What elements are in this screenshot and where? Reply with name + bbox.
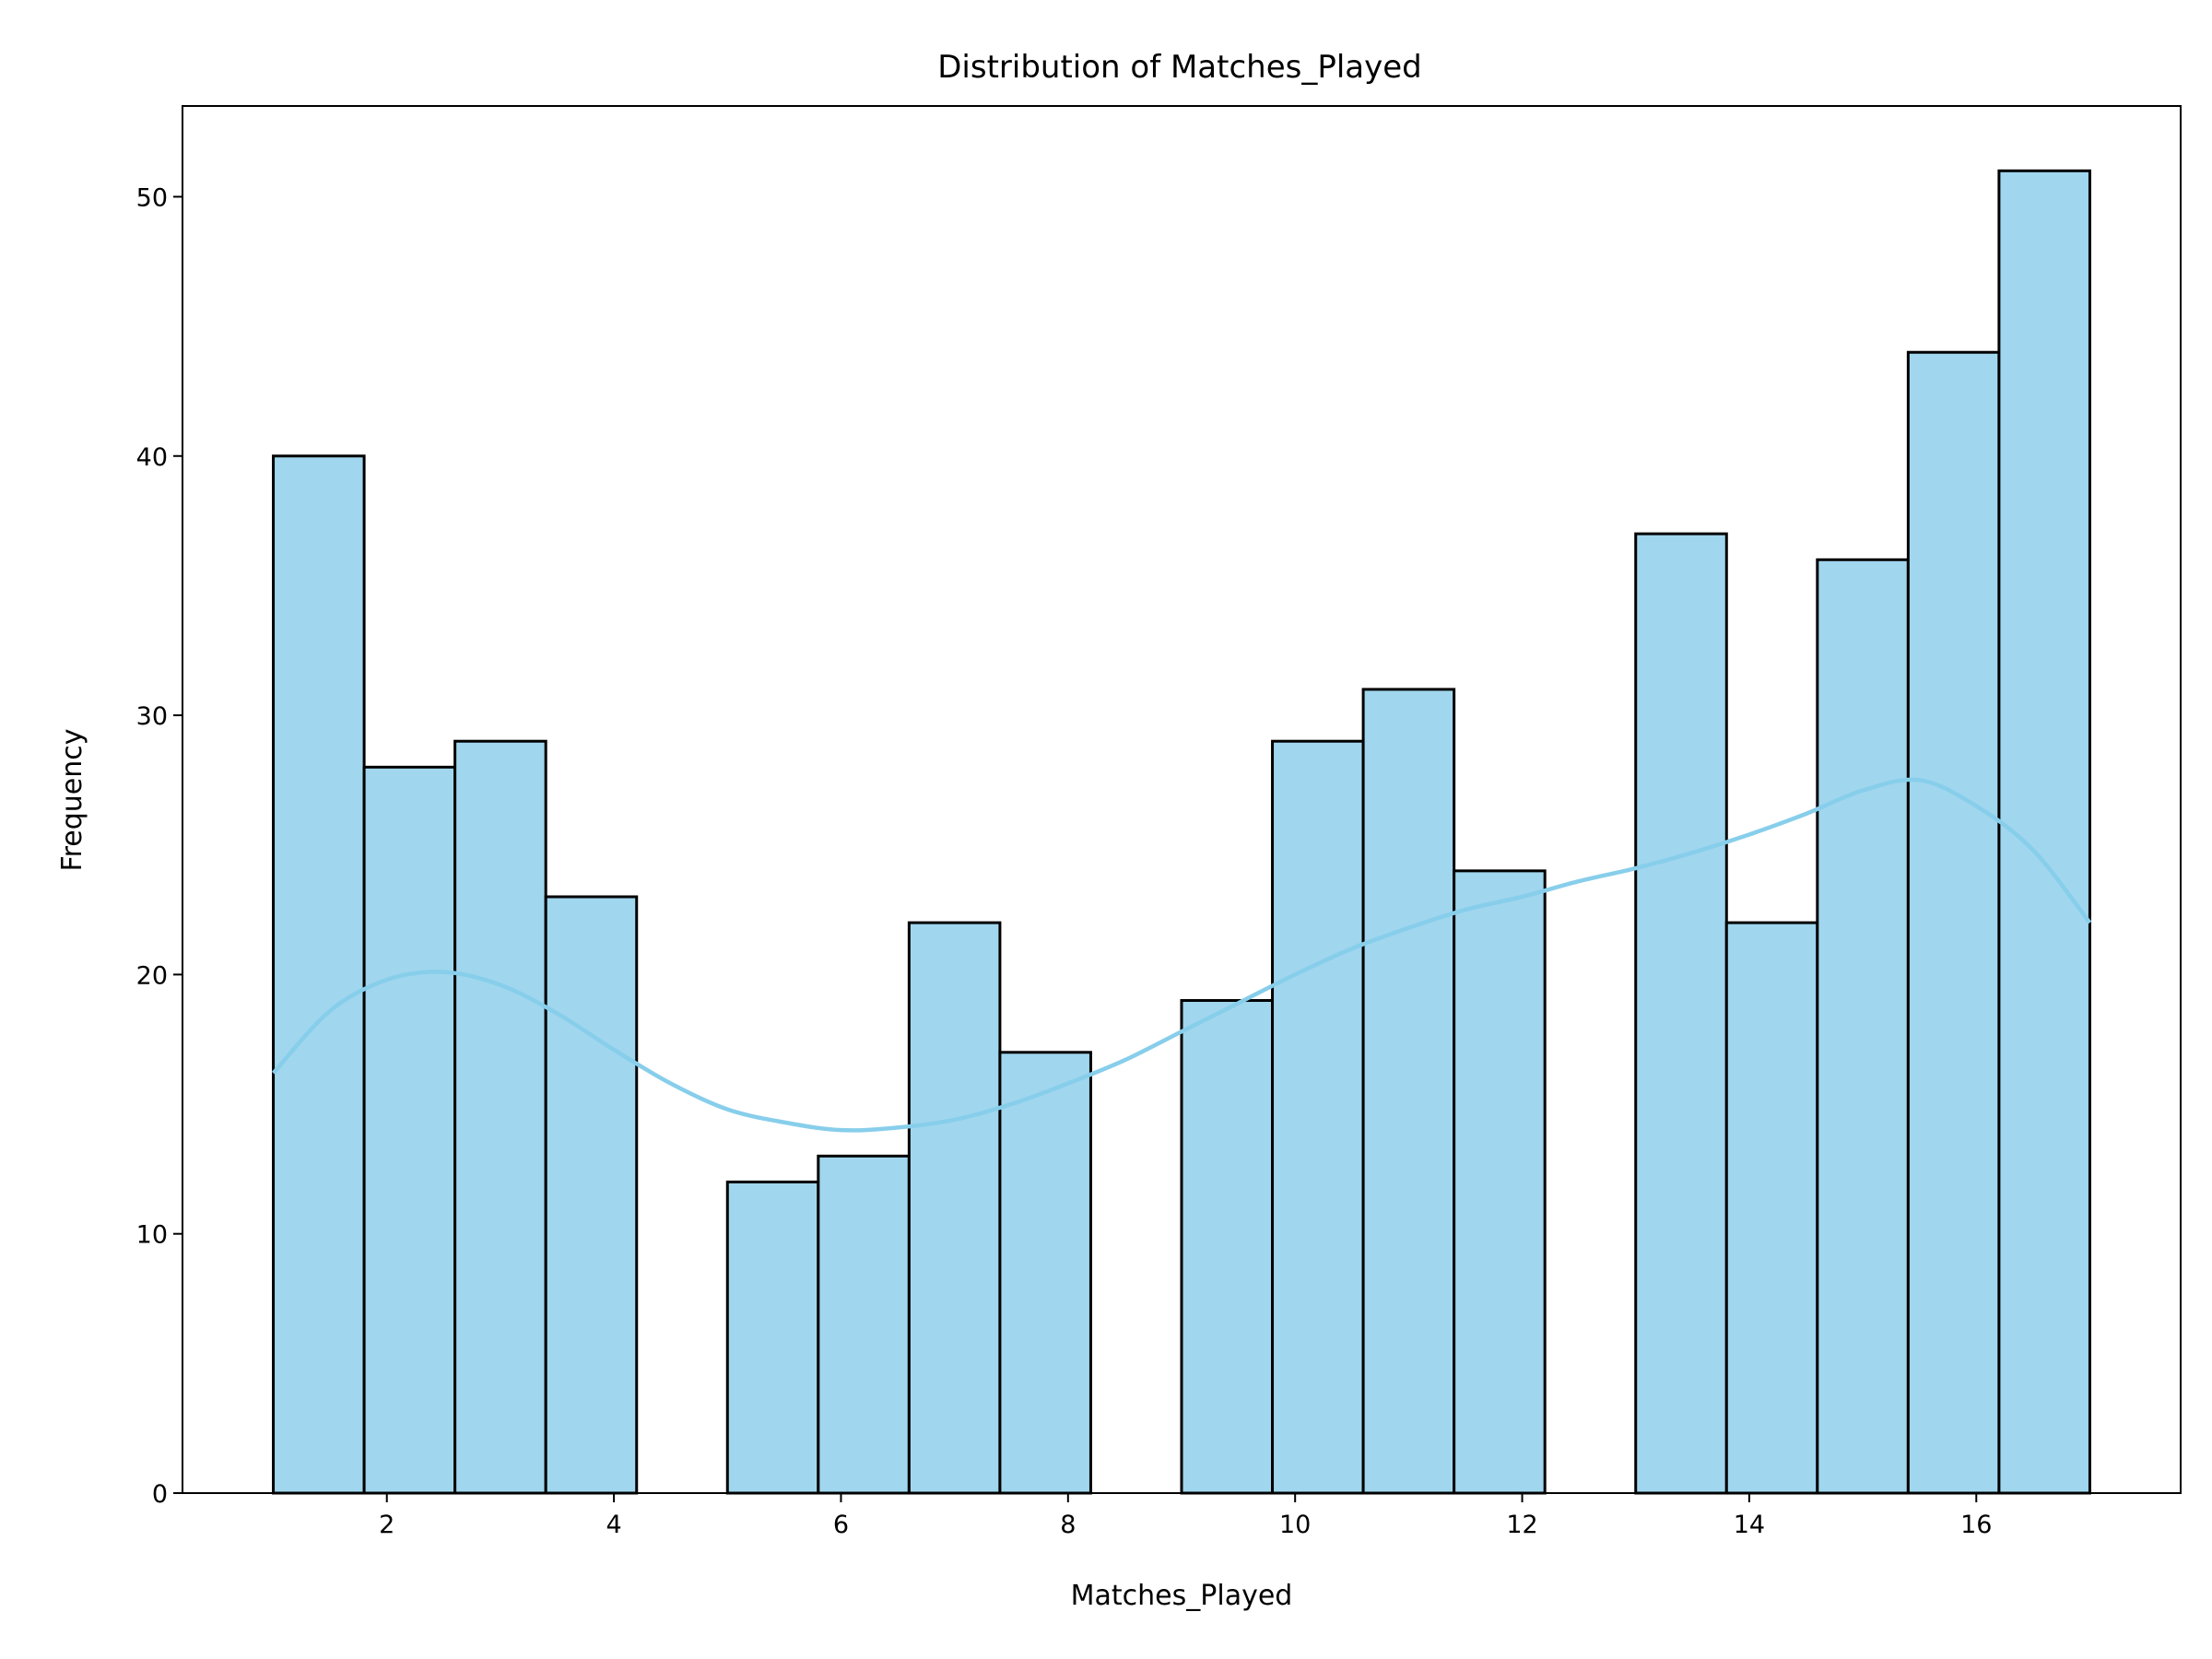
x-tick-label: 2: [379, 1511, 394, 1539]
y-tick-label: 20: [136, 961, 168, 990]
histogram-bar: [272, 454, 366, 1495]
y-tick-label: 0: [152, 1480, 168, 1509]
histogram-bar: [1906, 350, 2001, 1495]
histogram-bar: [1634, 532, 1728, 1495]
kde-curve: [271, 777, 2092, 1133]
histogram-bar: [1361, 688, 1456, 1495]
x-axis: 2 4 6 8 10 12 14 16: [379, 1493, 1992, 1539]
histogram-bar: [1271, 739, 1365, 1495]
histogram-bar: [1453, 869, 1547, 1495]
x-tick-label: 8: [1060, 1511, 1076, 1539]
x-tick-label: 16: [1960, 1511, 1992, 1539]
y-tick-label: 10: [136, 1221, 168, 1250]
x-tick-label: 12: [1506, 1511, 1537, 1539]
y-tick-label: 30: [136, 702, 168, 731]
x-tick-label: 10: [1279, 1511, 1311, 1539]
x-tick-label: 14: [1734, 1511, 1765, 1539]
histogram-bar: [998, 1051, 1092, 1495]
bars-layer: [272, 169, 2091, 1495]
histogram-bar: [362, 765, 457, 1495]
kde-layer: [271, 777, 2092, 1133]
histogram-bar: [725, 1180, 820, 1495]
x-tick-label: 6: [833, 1511, 849, 1539]
y-axis: 0 10 20 30 40 50: [136, 183, 182, 1509]
histogram-bar: [1724, 921, 1819, 1495]
y-axis-label: Frequency: [56, 729, 88, 872]
x-tick-label: 4: [606, 1511, 621, 1539]
y-tick-label: 50: [136, 183, 168, 212]
plot-frame: [182, 105, 2182, 1494]
y-tick-label: 40: [136, 443, 168, 472]
histogram-bar: [817, 1154, 911, 1495]
histogram-bar: [544, 895, 639, 1495]
x-axis-label: Matches_Played: [1071, 1580, 1293, 1612]
histogram-bar: [453, 739, 547, 1495]
histogram-bar: [907, 921, 1002, 1495]
chart-title: Distribution of Matches_Played: [937, 49, 1422, 86]
histogram-bar: [1816, 558, 1910, 1495]
histogram-bar: [1180, 999, 1275, 1495]
